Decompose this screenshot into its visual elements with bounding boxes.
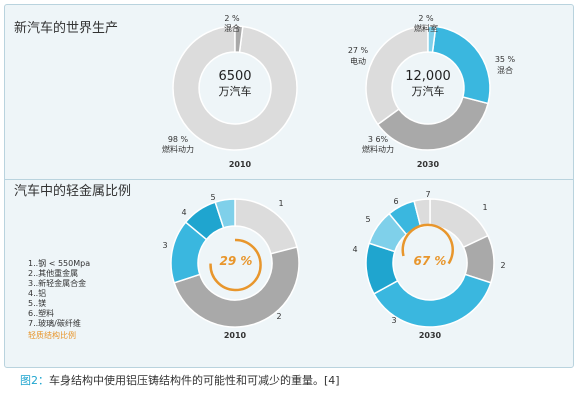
legend-highlight: 轻质结构比例 — [28, 330, 76, 340]
legend-item-4: 4..铝 — [28, 288, 46, 298]
segment-number-2: 2 — [500, 261, 505, 270]
donut-slice-5 — [214, 198, 236, 229]
donut-slices — [170, 198, 300, 328]
slice-label-electric: 电动 — [350, 56, 366, 66]
segment-number-7: 7 — [425, 190, 430, 199]
donut-slice-1 — [365, 25, 429, 126]
section-divider — [4, 179, 574, 180]
donut-slices — [365, 25, 491, 151]
figure-caption: 图2：车身结构中使用铝压铸结构件的可能性和可减少的重量。[4] — [20, 372, 570, 388]
caption-label: 图2： — [20, 374, 49, 387]
segment-number-2: 2 — [276, 312, 281, 321]
slice-pct-fuel: 3 6% — [368, 135, 389, 144]
slice-pct-electric: 27 % — [348, 46, 369, 55]
slice-label-hybrid: 混合 — [224, 23, 240, 33]
legend: 1..钢 < 550Mpa 2..其他重金属 3..新轻金属合金 4..铝 5.… — [28, 258, 90, 340]
center-value: 6500 — [218, 69, 251, 84]
center-unit: 万汽车 — [219, 84, 252, 98]
center-unit: 万汽车 — [412, 84, 445, 98]
slice-label-fuel: 燃料动力 — [162, 144, 194, 154]
donut-production-2030: 12,000 万汽车 2 % 燃料室 27 % 电动 35 % 混合 3 6% … — [348, 14, 516, 169]
legend-item-1: 1..钢 < 550Mpa — [28, 258, 90, 268]
segment-number-4: 4 — [181, 208, 186, 217]
donut-slice-3 — [431, 25, 491, 105]
segment-number-1: 1 — [278, 199, 283, 208]
slice-pct-hybrid: 2 % — [224, 14, 240, 23]
section-title-lightweight: 汽车中的轻金属比例 — [14, 183, 131, 199]
donut-slice-2 — [234, 25, 244, 54]
donut-slice-2 — [376, 96, 489, 151]
legend-item-7: 7..玻璃/碳纤维 — [28, 318, 81, 328]
donut-slices — [365, 198, 495, 328]
legend-item-3: 3..新轻金属合金 — [28, 278, 86, 288]
segment-number-6: 6 — [393, 197, 398, 206]
slice-pct-fuel: 98 % — [168, 135, 189, 144]
slice-label-fuelcell: 燃料室 — [414, 23, 438, 33]
segment-number-3: 3 — [391, 316, 396, 325]
slice-label-hybrid: 混合 — [497, 65, 513, 75]
donut-slices — [172, 25, 298, 151]
slice-pct-hybrid: 35 % — [495, 55, 516, 64]
year-label: 2010 — [229, 160, 252, 169]
year-label: 2030 — [419, 331, 442, 340]
center-percentage: 29 % — [220, 254, 253, 268]
year-label: 2030 — [417, 160, 440, 169]
donut-lightweight-2010: 29 % 1 2 3 4 5 2010 — [162, 193, 300, 340]
segment-number-3: 3 — [162, 241, 167, 250]
donut-slice-2 — [173, 246, 300, 328]
slice-label-fuel: 燃料动力 — [362, 144, 394, 154]
segment-number-5: 5 — [210, 193, 215, 202]
center-percentage: 67 % — [414, 254, 447, 268]
donut-production-2010: 6500 万汽车 2 % 混合 98 % 燃料动力 2010 — [162, 14, 298, 169]
segment-number-1: 1 — [482, 203, 487, 212]
donut-slice-4 — [427, 25, 437, 54]
lightweight-share-arc — [209, 238, 262, 292]
lightweight-share-arc — [401, 223, 454, 265]
section-title-production: 新汽车的世界生产 — [14, 20, 118, 36]
donut-slice-1 — [172, 25, 298, 151]
caption-text: 车身结构中使用铝压铸结构件的可能性和可减少的重量。[4] — [49, 374, 340, 387]
legend-item-6: 6..塑料 — [28, 308, 54, 318]
segment-number-4: 4 — [352, 245, 357, 254]
legend-item-5: 5..镁 — [28, 298, 46, 308]
donut-slice-1 — [234, 198, 298, 255]
donut-lightweight-2030: 67 % 1 2 3 4 5 6 7 2030 — [352, 190, 505, 340]
year-label: 2010 — [224, 331, 247, 340]
center-value: 12,000 — [405, 69, 451, 84]
legend-item-2: 2..其他重金属 — [28, 268, 78, 278]
segment-number-5: 5 — [365, 215, 370, 224]
donut-slice-3 — [372, 273, 492, 328]
slice-pct-fuelcell: 2 % — [418, 14, 434, 23]
